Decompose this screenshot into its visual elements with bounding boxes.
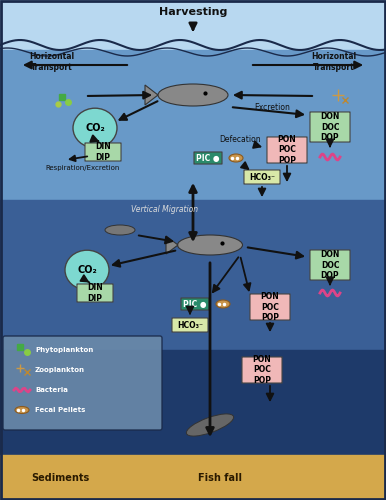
Ellipse shape [15, 406, 29, 414]
Ellipse shape [186, 414, 234, 436]
Text: Horizontal
Transport: Horizontal Transport [29, 52, 74, 72]
Bar [0, 50, 386, 200]
FancyBboxPatch shape [250, 294, 290, 320]
FancyBboxPatch shape [310, 250, 350, 280]
FancyBboxPatch shape [242, 357, 282, 383]
FancyBboxPatch shape [3, 336, 162, 430]
Text: DIN
DIP: DIN DIP [87, 284, 103, 302]
FancyBboxPatch shape [85, 143, 121, 161]
FancyBboxPatch shape [172, 318, 208, 332]
Ellipse shape [65, 250, 109, 290]
Text: PON
POC
POP: PON POC POP [252, 355, 271, 385]
Text: HCO₃⁻: HCO₃⁻ [177, 320, 203, 330]
Text: Phytoplankton: Phytoplankton [35, 347, 93, 353]
Text: PON
POC
POP: PON POC POP [261, 292, 279, 322]
Text: Vertical Migration: Vertical Migration [132, 206, 198, 214]
Text: Fish fall: Fish fall [198, 473, 242, 483]
Ellipse shape [73, 108, 117, 148]
Bar [0, 350, 386, 455]
Text: Bacteria: Bacteria [35, 387, 68, 393]
Bar [0, 455, 386, 500]
Bar [0, 200, 386, 350]
Text: Horizontal
Transport: Horizontal Transport [312, 52, 357, 72]
Text: DIN
DIP: DIN DIP [95, 142, 111, 162]
Ellipse shape [216, 300, 230, 308]
Text: CO₂: CO₂ [85, 123, 105, 133]
Text: Harvesting: Harvesting [159, 7, 227, 17]
Text: PIC ●: PIC ● [196, 154, 220, 162]
Text: HCO₃⁻: HCO₃⁻ [249, 172, 275, 182]
Text: PON
POC
POP: PON POC POP [278, 135, 296, 165]
Text: PIC ●: PIC ● [183, 300, 207, 308]
FancyBboxPatch shape [267, 137, 307, 163]
Ellipse shape [178, 235, 242, 255]
FancyBboxPatch shape [181, 298, 209, 310]
Polygon shape [166, 236, 178, 254]
Text: Defecation: Defecation [219, 136, 261, 144]
Text: Zooplankton: Zooplankton [35, 367, 85, 373]
Text: Respiration/Excretion: Respiration/Excretion [46, 165, 120, 171]
Text: CO₂: CO₂ [77, 265, 97, 275]
Text: DON
DOC
DOP: DON DOC DOP [320, 250, 340, 280]
FancyBboxPatch shape [244, 170, 280, 184]
FancyBboxPatch shape [77, 284, 113, 302]
Polygon shape [145, 85, 158, 105]
Ellipse shape [158, 84, 228, 106]
Ellipse shape [105, 225, 135, 235]
Text: Excretion: Excretion [254, 102, 290, 112]
FancyBboxPatch shape [194, 152, 222, 164]
FancyBboxPatch shape [310, 112, 350, 142]
Text: Sediments: Sediments [31, 473, 89, 483]
Text: DON
DOC
DOP: DON DOC DOP [320, 112, 340, 142]
Bar [0, 0, 386, 50]
Ellipse shape [229, 154, 243, 162]
Text: Fecal Pellets: Fecal Pellets [35, 407, 85, 413]
